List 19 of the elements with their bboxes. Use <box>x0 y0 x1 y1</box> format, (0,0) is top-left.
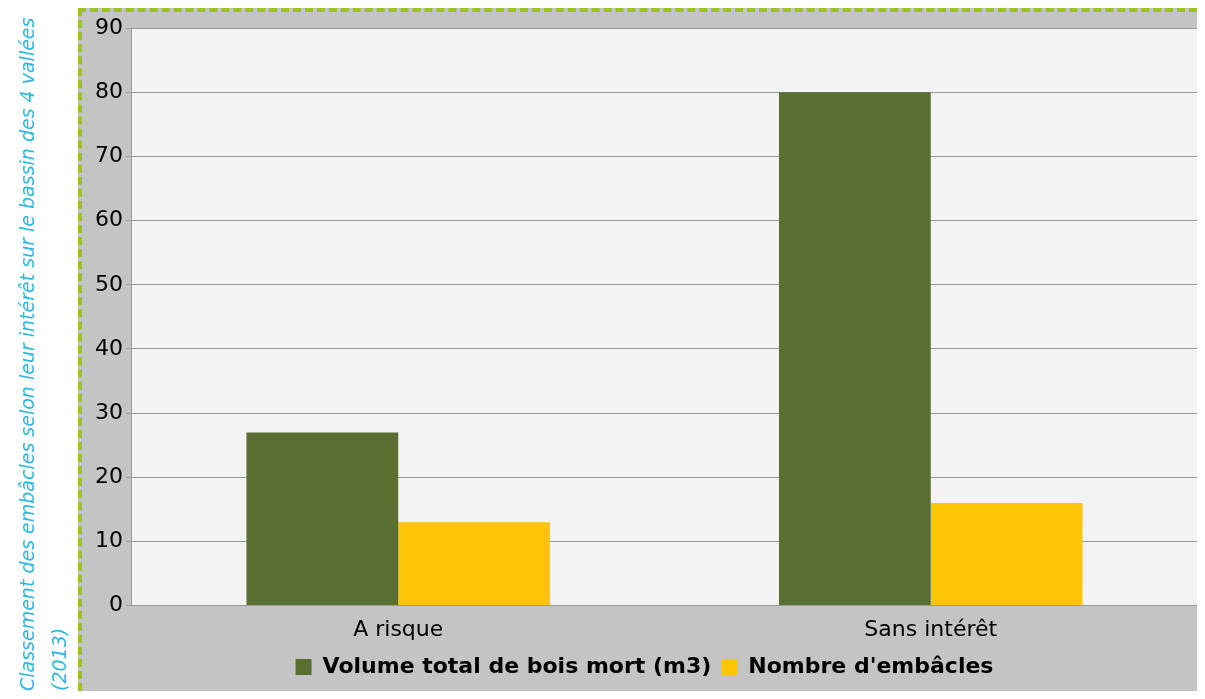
y-tick-label: 70 <box>94 142 123 168</box>
legend-label: Volume total de bois mort (m3) <box>322 652 712 678</box>
y-tick-label: 0 <box>108 591 123 617</box>
y-tick-label: 20 <box>94 463 123 489</box>
y-tick-label: 10 <box>94 527 123 553</box>
y-tick-label: 40 <box>94 334 123 360</box>
bar <box>930 502 1083 606</box>
x-tick-label: Sans intérêt <box>864 615 998 641</box>
bar <box>246 432 399 606</box>
y-tick-label: 80 <box>94 78 123 104</box>
bar <box>778 92 931 606</box>
y-tick-label: 60 <box>94 206 123 232</box>
legend-label: Nombre d'embâcles <box>748 652 994 678</box>
text: Classement des embâcles selon leur intérêt sur le bassin des 4 vallées (2013) <box>15 16 71 691</box>
x-tick-label: A risque <box>353 615 444 641</box>
y-tick-label: 90 <box>94 13 123 39</box>
bar <box>398 522 551 606</box>
y-tick-label: 30 <box>94 398 123 424</box>
y-tick-label: 50 <box>94 270 123 296</box>
